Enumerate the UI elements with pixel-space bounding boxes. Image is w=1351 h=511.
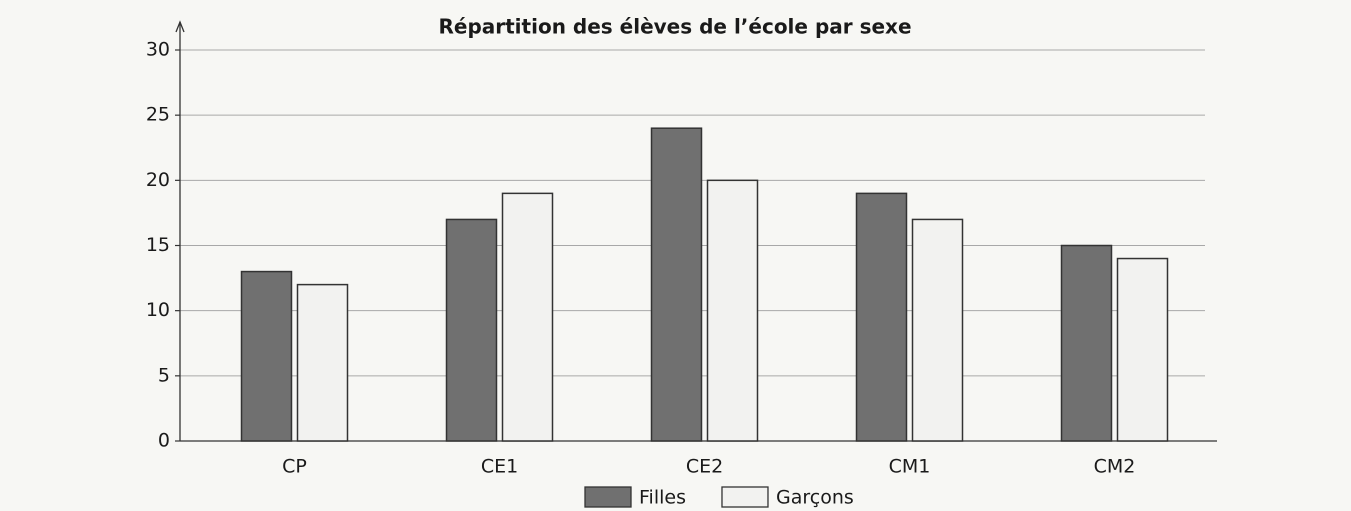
x-tick-label: CE2 <box>686 456 723 478</box>
legend-label: Garçons <box>776 487 854 509</box>
chart-title: Répartition des élèves de l’école par se… <box>438 15 911 39</box>
legend-swatch <box>585 487 631 507</box>
y-tick-label: 15 <box>146 234 170 256</box>
x-tick-label: CE1 <box>481 456 518 478</box>
y-tick-label: 30 <box>146 39 170 61</box>
y-tick-label: 25 <box>146 104 170 126</box>
y-tick-label: 10 <box>146 299 170 321</box>
y-tick-label: 20 <box>146 169 170 191</box>
bar <box>913 219 963 441</box>
bar <box>1118 259 1168 441</box>
bar <box>447 219 497 441</box>
y-tick-label: 5 <box>158 364 170 386</box>
bar <box>298 285 348 441</box>
legend-swatch <box>722 487 768 507</box>
bar <box>857 193 907 441</box>
bar <box>503 193 553 441</box>
x-tick-label: CP <box>282 456 307 478</box>
chart: Répartition des élèves de l’école par se… <box>0 0 1351 511</box>
bar <box>708 180 758 441</box>
bar <box>242 272 292 441</box>
x-tick-label: CM2 <box>1094 456 1136 478</box>
x-tick-label: CM1 <box>889 456 931 478</box>
bar <box>652 128 702 441</box>
bar <box>1062 246 1112 442</box>
y-tick-label: 0 <box>158 430 170 452</box>
legend-label: Filles <box>639 487 686 509</box>
